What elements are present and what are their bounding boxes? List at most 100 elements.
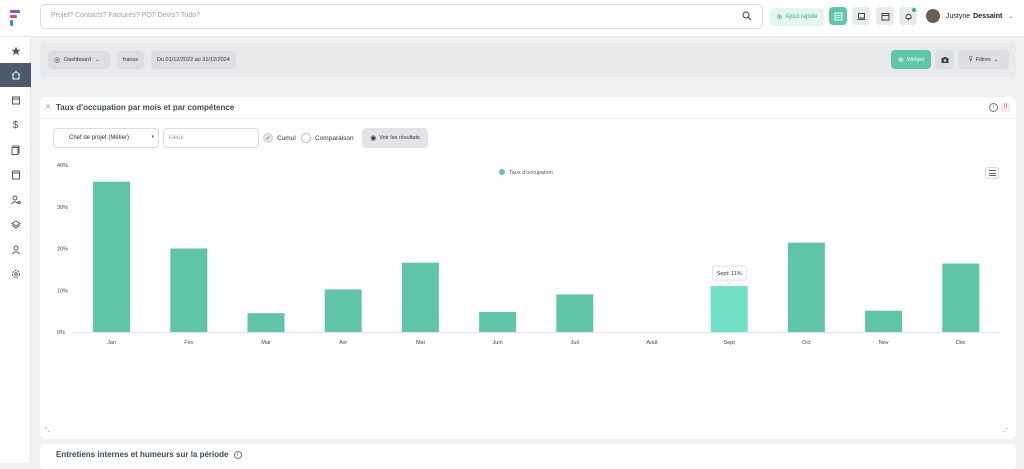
chart-menu-icon[interactable] xyxy=(985,167,999,179)
chevron-down-icon: ⌄ xyxy=(1008,13,1014,20)
filter-icon: ⊽ xyxy=(968,57,973,63)
bar xyxy=(865,310,903,332)
person-icon xyxy=(11,245,20,255)
user-settings-icon xyxy=(10,195,21,205)
sidebar-item-home[interactable] xyxy=(0,63,31,87)
sidebar-item-settings[interactable] xyxy=(0,262,31,286)
bar xyxy=(479,311,517,332)
sidebar-item-store[interactable] xyxy=(0,163,31,187)
cumul-toggle[interactable]: ✓ Cumul xyxy=(263,133,296,143)
lieux-input[interactable]: Lieux xyxy=(163,128,259,148)
country-label: france xyxy=(123,57,139,63)
comparaison-label: Comparaison xyxy=(315,134,354,142)
x-tick-label: Jan xyxy=(107,340,116,346)
y-tick-label: 30% xyxy=(57,205,68,211)
dashboard-select[interactable]: ◎ Dashboard ⌄ xyxy=(48,51,110,69)
quick-add-label: Ajout rapide xyxy=(785,14,818,20)
quick-add-button[interactable]: ⊕ Ajout rapide xyxy=(770,8,824,26)
x-tick-label: Mai xyxy=(416,340,425,346)
occupation-chart: 0% 10% 20% 30% 40% Taux d'occupation Jan Fév Mar… xyxy=(57,163,1000,346)
screenshot-button[interactable] xyxy=(935,50,954,69)
competence-select[interactable]: Chef de projet (Métier) ▾ xyxy=(53,128,159,148)
check-icon: ✓ xyxy=(263,133,273,143)
y-tick-label: 40% xyxy=(57,163,68,169)
x-tick-label: Oct xyxy=(802,340,811,346)
star-icon xyxy=(10,46,21,56)
chevron-down-icon: ⌄ xyxy=(993,56,999,63)
bar xyxy=(170,248,208,332)
notes-icon xyxy=(834,12,842,20)
filters-button[interactable]: ⊽ Filtres ⌄ xyxy=(958,50,1009,69)
sidebar-item-layers[interactable] xyxy=(0,213,31,237)
filter-bar: ◎ Dashboard ⌄ france Du 01/12/2022 au 31… xyxy=(40,43,1016,77)
search-placeholder: Projet? Contacts? Factures? PO? Devis? T… xyxy=(51,12,200,19)
radio-icon xyxy=(301,133,311,143)
date-range-filter[interactable]: Du 01/12/2022 au 31/12/2024 xyxy=(151,51,236,69)
interviews-panel: Entretiens internes et humeurs sur la pé… xyxy=(40,444,1016,469)
notes-button[interactable] xyxy=(829,7,847,25)
eye-icon: ◉ xyxy=(370,135,377,142)
bar xyxy=(247,313,285,332)
user-first-name: Justyne xyxy=(946,12,971,20)
competence-value: Chef de projet (Métier) xyxy=(69,135,130,141)
laptop-button[interactable] xyxy=(852,7,870,25)
panel2-title: Entretiens internes et humeurs sur la pé… xyxy=(56,450,242,459)
sidebar-item-team[interactable] xyxy=(0,238,31,262)
calendar-icon xyxy=(881,12,889,20)
dollar-icon: $ xyxy=(12,119,19,131)
resize-handle-icon[interactable]: ⤡ xyxy=(45,428,50,434)
chevron-down-icon: ⌄ xyxy=(95,57,100,63)
occupation-panel: ✕ Taux d'occupation par mois et par comp… xyxy=(40,97,1016,439)
camera-icon xyxy=(941,56,948,63)
legend-marker xyxy=(499,169,505,175)
store-icon xyxy=(11,170,20,180)
widget-label: Widget xyxy=(906,56,924,63)
divider xyxy=(40,118,1016,119)
widget-button[interactable]: ⊕ Widget xyxy=(891,50,931,69)
bar xyxy=(401,262,439,332)
bar xyxy=(556,294,594,332)
info-icon[interactable]: i xyxy=(233,450,242,459)
resize-handle-icon[interactable]: ⤢ xyxy=(1003,428,1008,434)
sidebar-item-calendar[interactable] xyxy=(0,88,31,112)
user-last-name: Dessaint xyxy=(973,12,1003,20)
sidebar-item-documents[interactable] xyxy=(0,138,31,162)
sidebar-item-contacts[interactable] xyxy=(0,188,31,212)
bar xyxy=(710,286,748,332)
notifications-button[interactable] xyxy=(899,7,917,25)
app-logo[interactable] xyxy=(8,8,22,28)
info-icon[interactable]: i xyxy=(989,103,998,112)
notification-dot xyxy=(912,8,916,12)
sidebar-item-finance[interactable]: $ xyxy=(0,113,31,137)
x-tick-label: Avr xyxy=(339,340,347,346)
calendar-button[interactable] xyxy=(876,7,894,25)
global-search-input[interactable]: Projet? Contacts? Factures? PO? Devis? T… xyxy=(40,4,763,29)
tooltip-label: Sept: 11% xyxy=(717,271,742,277)
bar xyxy=(324,289,362,332)
comparaison-toggle[interactable]: Comparaison xyxy=(301,133,354,143)
count-badge: 0 xyxy=(1001,103,1010,112)
x-tick-label: Sept xyxy=(724,340,736,346)
user-menu[interactable]: Justyne Dessaint ⌄ xyxy=(926,9,1013,23)
plus-circle-icon: ⊕ xyxy=(898,56,904,64)
laptop-icon xyxy=(857,12,865,20)
bar xyxy=(93,181,131,332)
panel-title: Taux d'occupation par mois et par compét… xyxy=(56,103,235,112)
x-tick-label: Fév xyxy=(184,340,193,346)
legend-label: Taux d'occupation xyxy=(509,170,553,176)
bar xyxy=(787,242,825,332)
calendar-icon xyxy=(11,96,20,105)
panel2-title-text: Entretiens internes et humeurs sur la pé… xyxy=(56,450,229,459)
country-filter[interactable]: france xyxy=(117,51,145,69)
sidebar-item-favorites[interactable] xyxy=(0,39,31,63)
filters-label: Filtres xyxy=(975,56,991,63)
caret-down-icon: ▾ xyxy=(151,134,154,140)
search-icon[interactable] xyxy=(742,11,752,21)
view-results-button[interactable]: ◉ Voir les résultats xyxy=(362,128,428,148)
gear-icon xyxy=(11,270,20,278)
date-range-label: Du 01/12/2022 au 31/12/2024 xyxy=(157,57,230,63)
home-icon xyxy=(11,70,20,80)
dashboard-label: Dashboard xyxy=(64,57,92,63)
collapse-icon[interactable]: ✕ xyxy=(45,104,51,111)
x-tick-label: Déc xyxy=(956,340,966,346)
